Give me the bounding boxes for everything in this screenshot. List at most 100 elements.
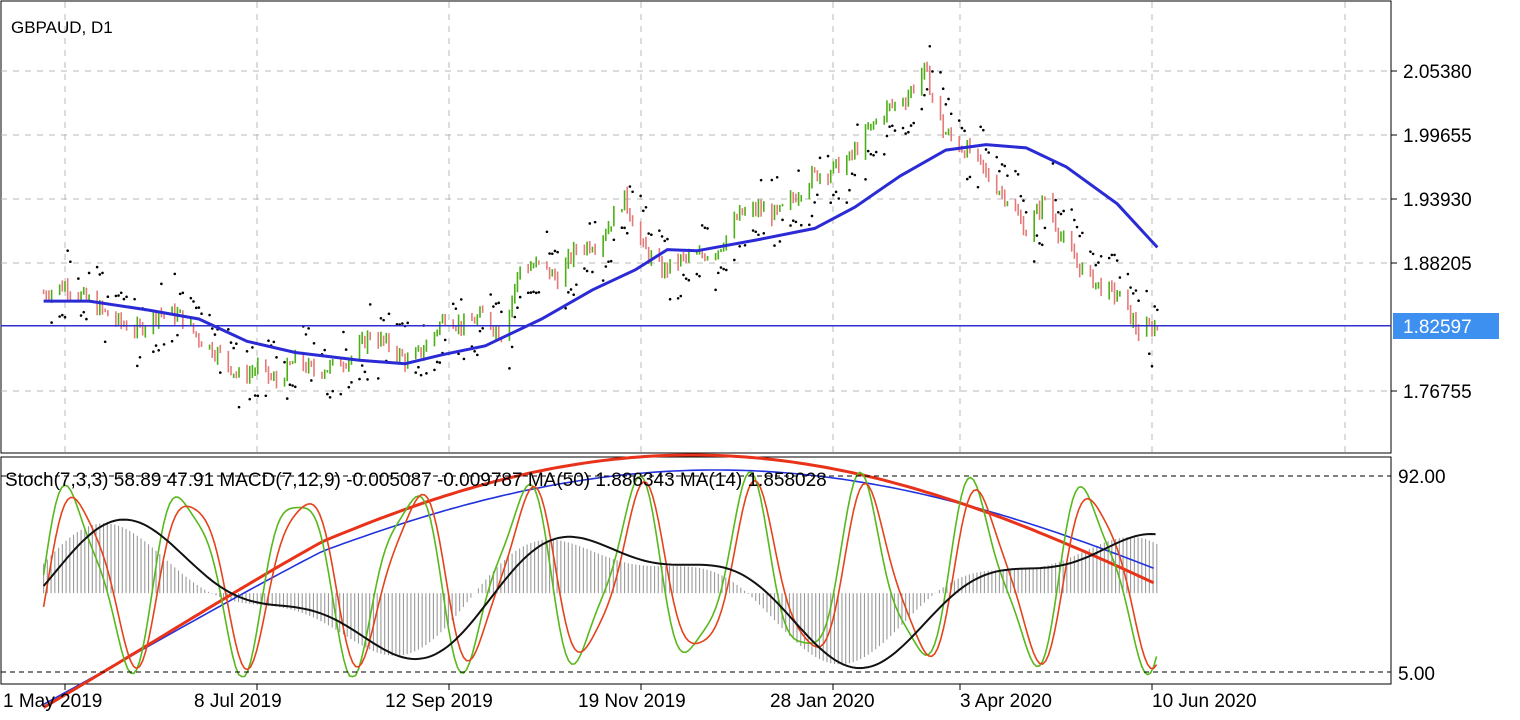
sar-dot [178, 292, 182, 296]
sar-dot [853, 173, 857, 177]
sar-dot [288, 383, 292, 387]
sar-dot [625, 231, 629, 235]
sar-dot [553, 249, 557, 253]
stoch-signal-line [42, 479, 1158, 671]
sar-dot [478, 329, 482, 333]
sar-dot [575, 283, 578, 286]
sar-dot [1129, 286, 1132, 289]
sar-dot [572, 293, 575, 297]
sar-dot [117, 294, 120, 297]
sar-dot [189, 296, 193, 300]
sar-dot [810, 214, 814, 218]
sar-dot [532, 290, 535, 294]
sar-dot [366, 378, 369, 381]
sar-dot [1003, 164, 1007, 168]
price-tick-label: 1.93930 [1403, 190, 1472, 211]
sar-dot [738, 245, 741, 248]
sar-dot [650, 233, 653, 237]
sar-dot [197, 306, 201, 309]
sar-dot [1024, 210, 1028, 214]
sar-dot [213, 333, 217, 336]
sar-dot [698, 274, 701, 278]
sar-dot [893, 129, 897, 132]
sar-dot [229, 341, 233, 344]
sar-dot [459, 298, 463, 301]
sar-dot [368, 303, 372, 306]
sar-dot [291, 384, 294, 387]
sar-dot [837, 197, 841, 200]
osc-tick-label: 92.00 [1398, 467, 1446, 488]
sar-dot [947, 97, 950, 101]
sar-dot [909, 124, 913, 127]
sar-dot [585, 269, 589, 273]
sar-dot [888, 125, 891, 128]
sar-dot [173, 272, 177, 276]
sar-dot [928, 44, 932, 48]
sar-dot [307, 327, 310, 330]
sar-dot [984, 148, 988, 151]
stoch-main-line [42, 471, 1158, 678]
sar-dot [890, 124, 894, 128]
sar-dot [1094, 263, 1098, 267]
sar-dot [339, 392, 343, 396]
sar-dot [601, 279, 605, 282]
sar-dot [414, 371, 418, 374]
sar-dot [682, 273, 685, 277]
sar-dot [982, 128, 985, 132]
sar-dot [417, 365, 420, 369]
sar-dot [497, 301, 501, 305]
sar-dot [82, 310, 86, 314]
sar-dot [114, 294, 118, 298]
axis-ticks [64, 70, 1397, 690]
sar-dot [526, 291, 530, 295]
sar-dot [684, 277, 688, 280]
sar-dot [714, 288, 717, 292]
sar-dot [293, 385, 297, 389]
sar-dot [283, 360, 286, 364]
sar-dot [66, 249, 69, 252]
sar-dot [901, 126, 905, 130]
sar-dot [773, 244, 776, 247]
osc-tick-label: 5.00 [1398, 664, 1435, 685]
sar-dot [245, 349, 249, 353]
sar-dot [133, 297, 136, 301]
sar-dot [347, 385, 351, 389]
sar-dot [607, 260, 610, 264]
sar-dot [516, 306, 519, 310]
sar-dot [818, 156, 822, 160]
sar-dot [419, 373, 423, 377]
sar-dot [1126, 272, 1130, 276]
sar-dot [1097, 261, 1100, 264]
sar-dot [722, 267, 725, 271]
sar-dot [103, 340, 107, 344]
sar-dot [79, 314, 83, 317]
sar-dot [454, 307, 458, 310]
sar-dot [1113, 253, 1116, 257]
sar-dot [866, 149, 870, 153]
sar-dot [304, 333, 308, 336]
sar-dot [1150, 364, 1154, 368]
sar-dot [743, 243, 747, 247]
price-tick-label: 1.99655 [1403, 126, 1472, 147]
macd-line [42, 518, 1156, 670]
sar-dot [813, 201, 816, 204]
sar-dot [968, 175, 972, 179]
sar-dot [152, 350, 155, 354]
sar-dot [425, 372, 428, 375]
sar-dot [58, 315, 61, 318]
sar-dot [548, 252, 551, 255]
sar-dot [781, 218, 784, 222]
sar-dot [700, 224, 704, 227]
sar-dot [725, 268, 728, 272]
sar-dot [382, 318, 385, 322]
sar-dot [1054, 198, 1057, 202]
sar-dot [987, 151, 990, 154]
sar-dot [620, 226, 624, 230]
sar-dot [1089, 250, 1092, 253]
sar-dot [995, 155, 999, 159]
sar-dot [1016, 173, 1020, 176]
sar-dot [1091, 252, 1095, 256]
sar-dot [275, 356, 278, 359]
